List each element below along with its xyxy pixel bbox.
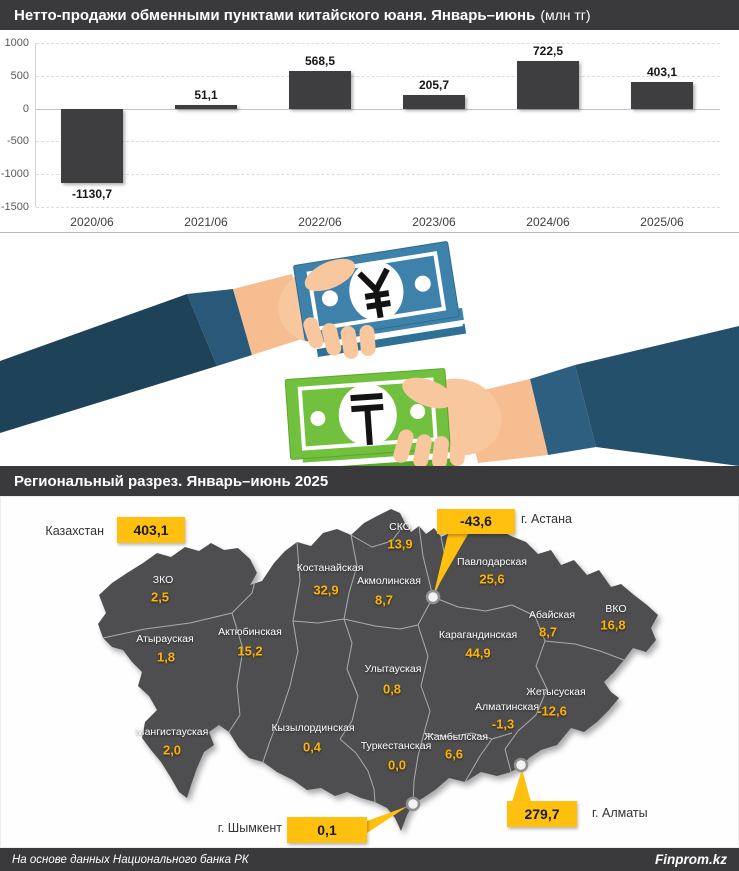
chart-header: Нетто-продажи обменными пунктами китайск… <box>0 0 739 30</box>
country-total-badge: 403,1 <box>117 517 185 543</box>
data-source-note: На основе данных Национального банка РК <box>12 853 249 866</box>
astana-marker <box>425 589 441 605</box>
region-label: Жамбылская <box>423 731 489 743</box>
bar <box>61 108 123 183</box>
region-label: Павлодарская <box>457 556 527 568</box>
region-value: 16,8 <box>600 617 626 633</box>
country-label: Казахстан <box>45 524 104 538</box>
x-tick-label: 2020/06 <box>70 215 114 229</box>
y-tick-label: 0 <box>22 102 29 115</box>
region-value: 0,4 <box>302 739 322 755</box>
bar-value-label: 403,1 <box>646 65 678 80</box>
shymkent-marker <box>405 796 421 812</box>
region-label: ВКО <box>605 603 627 615</box>
kazakhstan-map <box>98 509 658 833</box>
grid-line <box>36 207 720 208</box>
city-markers <box>405 589 529 812</box>
x-tick-label: 2025/06 <box>640 215 684 229</box>
grid-line <box>36 174 720 176</box>
astana-value-badge: -43,6 <box>437 509 515 534</box>
region-label: Акмолинская <box>357 575 421 587</box>
grid-line <box>36 141 720 143</box>
exchange-hands-drawing <box>0 241 739 477</box>
region-label: Атырауская <box>136 633 194 645</box>
left-hand <box>303 258 376 359</box>
region-header: Региональный разрез. Январь–июнь 2025 <box>0 466 739 496</box>
y-tick-label: -1000 <box>0 168 29 181</box>
country-silhouette <box>98 509 658 831</box>
region-value: 0,0 <box>387 757 407 773</box>
x-tick-label: 2022/06 <box>298 215 342 229</box>
grid-line <box>36 43 720 44</box>
astana-label: г. Астана <box>521 512 572 526</box>
bar-value-label: 722,5 <box>532 44 564 59</box>
region-label: Абайская <box>528 609 576 621</box>
currency-exchange-illustration <box>0 232 739 477</box>
region-label: Алматинская <box>474 701 540 713</box>
shymkent-value-badge: 0,1 <box>287 817 367 843</box>
region-label: Костанайская <box>296 562 364 574</box>
shymkent-label: г. Шымкент <box>217 821 282 835</box>
region-value: 8,7 <box>538 624 558 640</box>
region-label: Туркестанская <box>360 740 432 752</box>
almaty-value-badge: 279,7 <box>507 801 577 827</box>
chart-plot-area <box>35 43 720 208</box>
region-borders <box>102 522 625 805</box>
region-label: Кызылординская <box>271 722 355 734</box>
region-value: 8,7 <box>374 592 394 608</box>
callout-tails <box>367 534 531 833</box>
y-tick-label: -500 <box>6 135 29 148</box>
yuan-sign-icon <box>357 267 391 319</box>
region-value: 13,9 <box>387 536 413 552</box>
bar <box>175 105 237 109</box>
region-label: Актюбинская <box>218 626 282 638</box>
bar <box>289 71 351 109</box>
footer: На основе данных Национального банка РК … <box>0 848 739 871</box>
region-value: 44,9 <box>465 645 491 661</box>
net-sales-bar-chart: 1000 500 0 -500 -1000 -1500 -1130,7 2020/06 51,1… <box>0 30 739 232</box>
chart-title: Нетто-продажи обменными пунктами китайск… <box>14 6 536 24</box>
region-title: Региональный разрез. Январь–июнь 2025 <box>14 472 329 490</box>
bar-value-label: 51,1 <box>194 88 218 103</box>
region-label: Жетысуская <box>526 686 586 698</box>
almaty-marker <box>513 757 529 773</box>
region-value: 32,9 <box>313 582 339 598</box>
x-tick-label: 2023/06 <box>412 215 456 229</box>
region-value: 15,2 <box>237 643 263 659</box>
y-tick-label: -1500 <box>0 201 29 213</box>
bar <box>631 82 693 109</box>
grid-line <box>36 75 720 77</box>
bar-value-label: 568,5 <box>304 54 336 69</box>
y-tick-label: 1000 <box>4 37 29 49</box>
region-label: СКО <box>389 521 411 533</box>
right-hand <box>393 377 466 470</box>
region-value: 6,6 <box>444 746 464 762</box>
bar-value-label: -1130,7 <box>71 186 113 201</box>
chart-unit-label: (млн тг) <box>540 7 591 23</box>
region-value: 25,6 <box>479 571 505 587</box>
region-value: 0,8 <box>382 681 402 697</box>
region-label: Мангистауская <box>135 726 209 738</box>
region-value: 2,0 <box>162 742 182 758</box>
x-tick-label: 2024/06 <box>526 215 570 229</box>
almaty-label: г. Алматы <box>592 806 648 820</box>
region-value: 2,5 <box>150 589 170 605</box>
tenge-sign-icon <box>350 392 384 446</box>
bar-value-label: 205,7 <box>418 78 450 93</box>
x-tick-label: 2021/06 <box>184 215 228 229</box>
region-label: Улытауская <box>364 663 422 675</box>
region-label: ЗКО <box>152 574 174 586</box>
region-label: Карагандинская <box>438 629 518 641</box>
grid-line <box>36 108 720 110</box>
brand-logo: Finprom.kz <box>654 852 727 867</box>
bar <box>517 61 579 109</box>
bar <box>403 95 465 109</box>
y-tick-label: 500 <box>10 69 29 82</box>
region-value: 1,8 <box>156 649 176 665</box>
kazakhstan-map-panel: Казахстан 403,1 -43,6 г. Астана 279,7 г.… <box>0 496 739 848</box>
region-value: -1,3 <box>491 716 515 732</box>
region-value: -12,6 <box>537 703 567 719</box>
